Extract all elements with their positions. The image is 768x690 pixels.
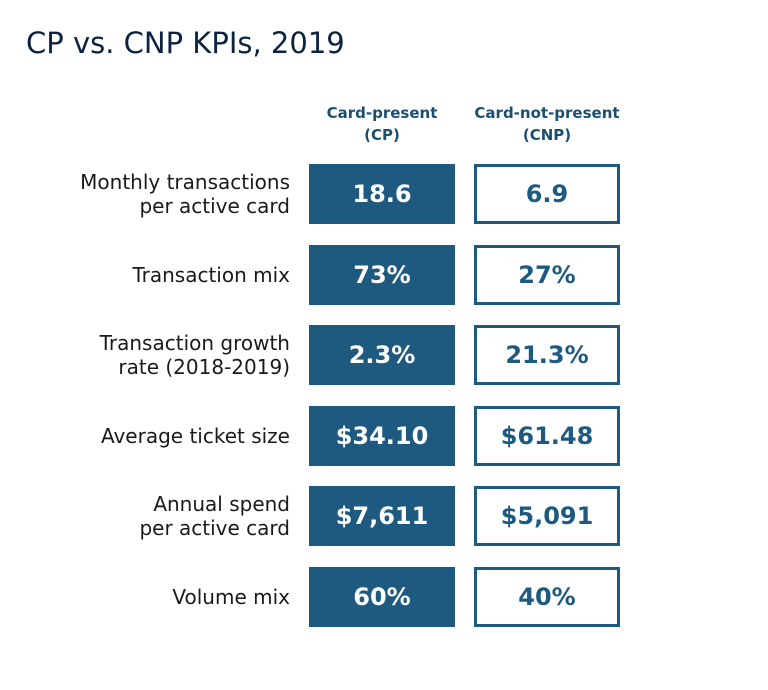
row-label-line: Transaction mix	[132, 263, 290, 287]
row-label-line: Transaction growth	[99, 331, 290, 355]
row-label-average-ticket-size: Average ticket size	[40, 424, 290, 448]
column-header-cnp-line: (CNP)	[522, 126, 572, 144]
row-label-line: Average ticket size	[100, 424, 290, 448]
cnp-value-annual-spend-per-active-card: $5,091	[474, 486, 620, 546]
row-label-transaction-mix: Transaction mix	[40, 263, 290, 287]
column-header-cnp: Card-not-present (CNP)	[467, 102, 627, 146]
cnp-value-transaction-growth-rate-2018-2019: 21.3%	[474, 325, 620, 385]
row-label-line: per active card	[139, 194, 290, 218]
cnp-value-transaction-mix: 27%	[474, 245, 620, 305]
column-header-cp-line: (CP)	[364, 126, 400, 144]
column-header-cp: Card-present (CP)	[302, 102, 462, 146]
row-label-line: per active card	[139, 516, 290, 540]
column-header-cnp-line: Card-not-present	[474, 104, 620, 122]
row-label-line: Annual spend	[153, 492, 290, 516]
column-header-cp-line: Card-present	[326, 104, 438, 122]
chart-title: CP vs. CNP KPIs, 2019	[26, 26, 345, 60]
cnp-value-volume-mix: 40%	[474, 567, 620, 627]
row-label-line: Volume mix	[172, 585, 290, 609]
row-label-line: rate (2018-2019)	[118, 355, 290, 379]
cp-value-transaction-mix: 73%	[309, 245, 455, 305]
row-label-volume-mix: Volume mix	[40, 585, 290, 609]
row-label-transaction-growth-rate-2018-2019: Transaction growth rate (2018-2019)	[40, 331, 290, 379]
row-label-monthly-transactions-per-active-card: Monthly transactions per active card	[40, 170, 290, 218]
cnp-value-average-ticket-size: $61.48	[474, 406, 620, 466]
cp-value-volume-mix: 60%	[309, 567, 455, 627]
cp-value-monthly-transactions-per-active-card: 18.6	[309, 164, 455, 224]
row-label-annual-spend-per-active-card: Annual spend per active card	[40, 492, 290, 540]
cp-value-average-ticket-size: $34.10	[309, 406, 455, 466]
cp-value-transaction-growth-rate-2018-2019: 2.3%	[309, 325, 455, 385]
cp-value-annual-spend-per-active-card: $7,611	[309, 486, 455, 546]
cnp-value-monthly-transactions-per-active-card: 6.9	[474, 164, 620, 224]
row-label-line: Monthly transactions	[80, 170, 290, 194]
